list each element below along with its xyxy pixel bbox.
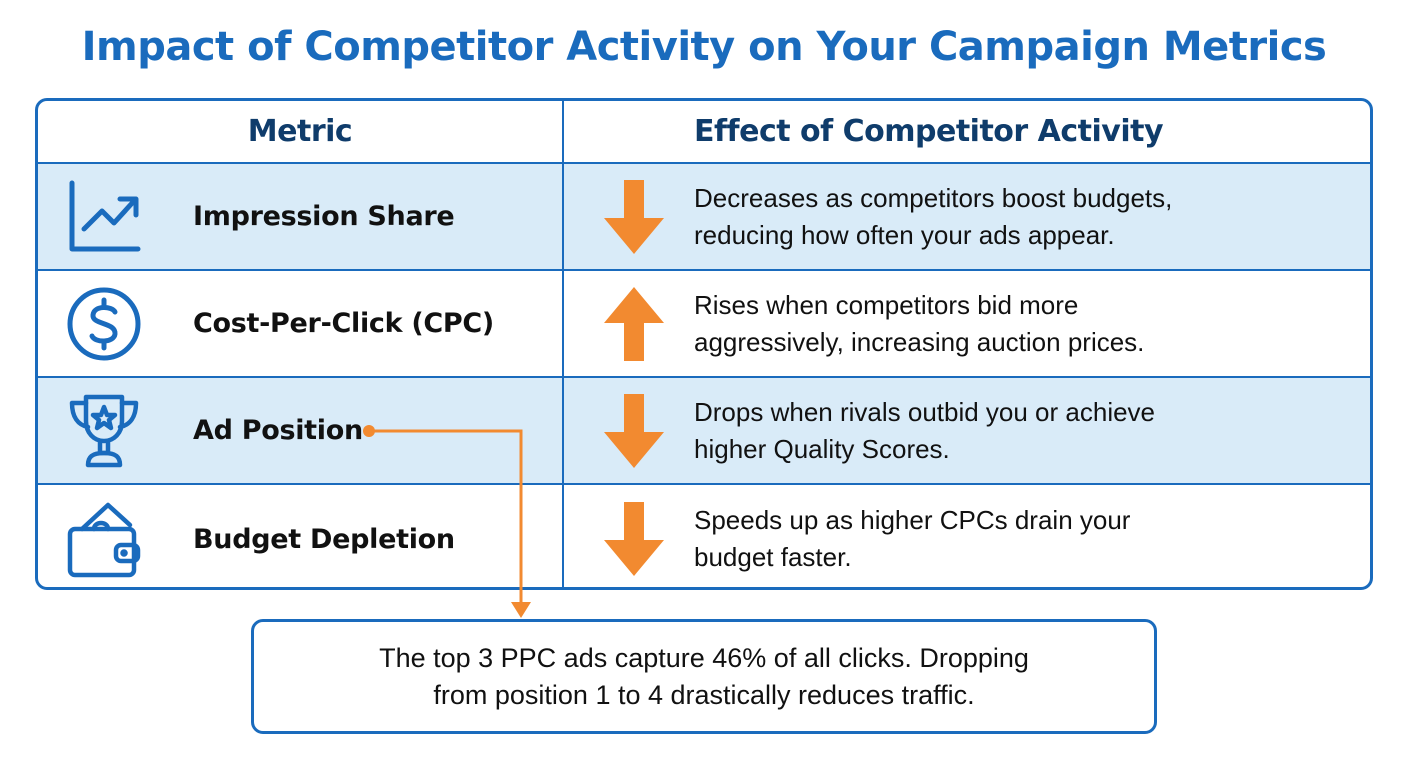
effect-text: Speeds up as higher CPCs drain your budg… [694,505,1131,572]
metric-label: Cost-Per-Click (CPC) [193,308,494,339]
metric-label: Budget Depletion [193,523,455,555]
arrow-down-icon [599,391,669,471]
effect-text: Decreases as competitors boost budgets, … [694,182,1173,250]
table-row-ad-position: Ad Position Drops when rivals outbid you… [38,378,1370,485]
metric-label: Impression Share [193,201,455,232]
page-title: Impact of Competitor Activity on Your Ca… [81,24,1327,70]
table-row-budget-depletion: Budget Depletion Speeds up as higher CPC… [38,485,1370,587]
dollar-circle-icon [63,283,145,365]
metric-label: Ad Position [193,415,363,446]
table-header-row: Metric Effect of Competitor Activity [38,101,1370,164]
table-row-cpc: Cost-Per-Click (CPC) Rises when competit… [38,271,1370,378]
arrow-down-icon [599,499,669,579]
column-header-effect: Effect of Competitor Activity [694,114,1164,149]
arrow-up-icon [599,284,669,364]
trend-chart-icon [63,176,145,258]
callout-box: The top 3 PPC ads capture 46% of all cli… [251,619,1157,734]
callout-line-2: from position 1 to 4 drastically reduces… [433,679,975,710]
trophy-icon [63,390,145,472]
metrics-table: Metric Effect of Competitor Activity Imp… [35,98,1373,590]
column-header-metric: Metric [247,114,353,149]
table-row-impression-share: Impression Share Decreases as competitor… [38,164,1370,271]
effect-text: Rises when competitors bid more aggressi… [694,289,1145,357]
effect-text: Drops when rivals outbid you or achieve … [694,396,1156,464]
arrow-down-icon [599,177,669,257]
wallet-icon [63,498,145,580]
callout-line-1: The top 3 PPC ads capture 46% of all cli… [379,642,1029,673]
